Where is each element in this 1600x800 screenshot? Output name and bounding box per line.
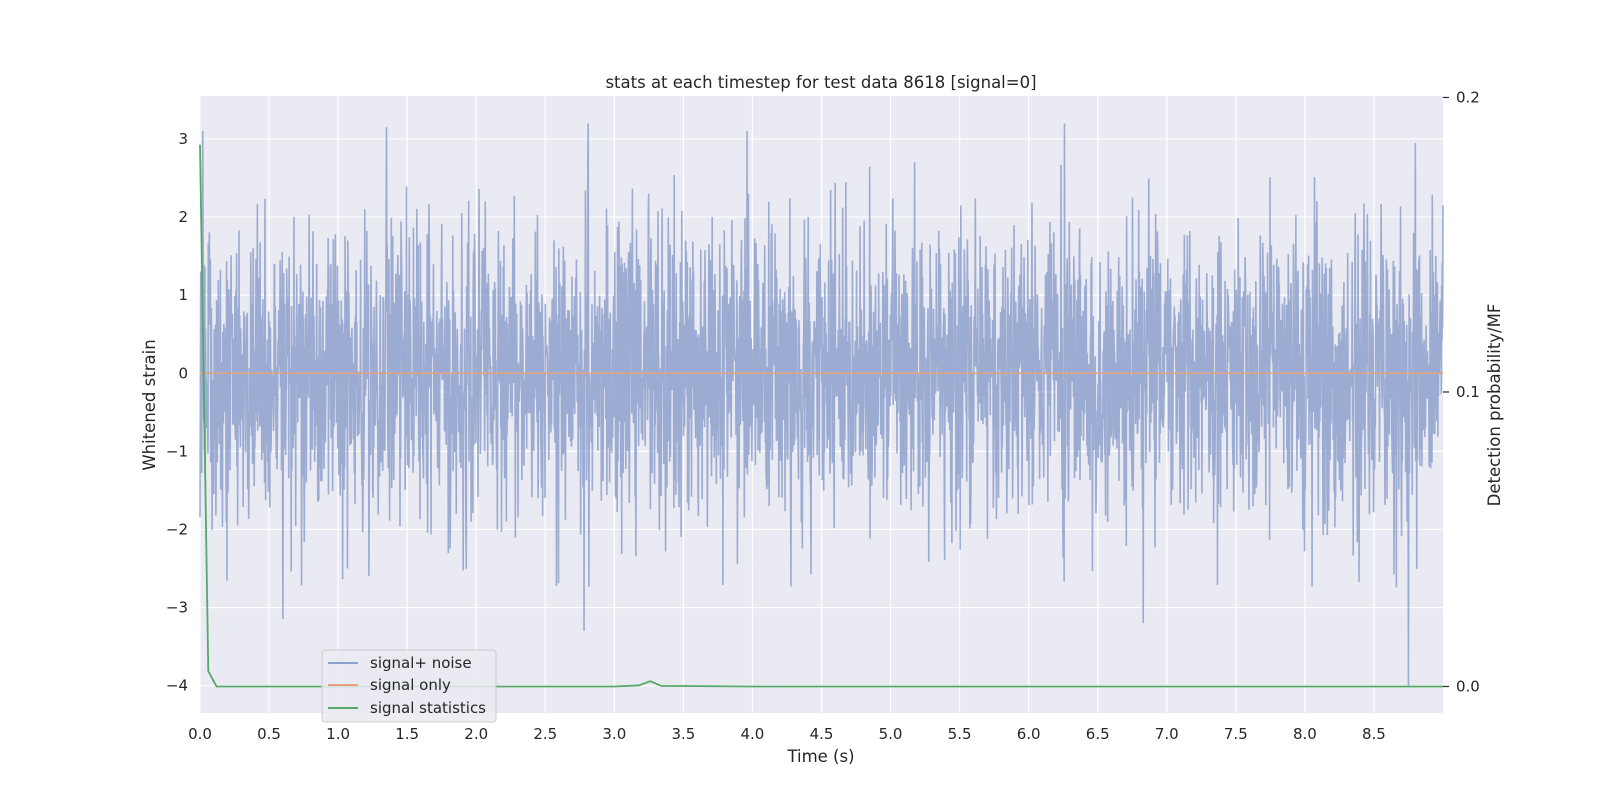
plot-series (199, 123, 1444, 688)
y-tick-label: 1 (178, 286, 188, 304)
series-signal-noise-line (199, 123, 1444, 686)
x-tick-label: 6.5 (1086, 725, 1110, 743)
x-tick-label: 8.0 (1293, 725, 1317, 743)
y-tick-label: −3 (166, 599, 188, 617)
y-tick-label: −4 (166, 677, 188, 695)
legend-label-signal-statistics: signal statistics (370, 699, 486, 717)
x-tick-label: 2.5 (533, 725, 557, 743)
x-tick-label: 3.0 (602, 725, 626, 743)
y-tick-label: 0 (178, 364, 188, 382)
x-tick-label: 5.0 (879, 725, 903, 743)
x-tick-label: 2.0 (464, 725, 488, 743)
y2-axis-label: Detection probability/MF (1485, 304, 1504, 507)
y2-tick-label: 0.2 (1456, 88, 1480, 106)
legend-label-signal-noise: signal+ noise (370, 654, 472, 672)
x-tick-label: 4.0 (741, 725, 765, 743)
x-tick-label: 1.5 (395, 725, 419, 743)
y2-tick-label: 0.1 (1456, 383, 1480, 401)
y-axis-label: Whitened strain (140, 339, 159, 470)
legend-label-signal-only: signal only (370, 676, 451, 694)
x-tick-label: 0.0 (188, 725, 212, 743)
legend: signal+ noise signal only signal statist… (321, 649, 497, 723)
y-axis-ticks: −4 −3 −2 −1 0 1 2 3 (166, 130, 188, 695)
x-tick-label: 3.5 (671, 725, 695, 743)
x-axis-ticks: 0.0 0.5 1.0 1.5 2.0 2.5 3.0 3.5 4.0 4.5 5.0 5.5 6.0 6… (188, 725, 1386, 743)
y2-axis-ticks: 0.0 0.1 0.2 (1443, 88, 1480, 695)
x-tick-label: 0.5 (257, 725, 281, 743)
y-tick-label: 2 (178, 208, 188, 226)
chart-title: stats at each timestep for test data 861… (605, 73, 1036, 92)
x-tick-label: 7.0 (1155, 725, 1179, 743)
y2-tick-label: 0.0 (1456, 677, 1480, 695)
x-tick-label: 7.5 (1224, 725, 1248, 743)
x-tick-label: 1.0 (326, 725, 350, 743)
y-tick-label: −1 (166, 442, 188, 460)
x-tick-label: 6.0 (1017, 725, 1041, 743)
x-tick-label: 8.5 (1362, 725, 1386, 743)
x-tick-label: 4.5 (810, 725, 834, 743)
series-signal-statistics-line (199, 144, 1443, 688)
y-tick-label: −2 (166, 520, 188, 538)
y-tick-label: 3 (178, 130, 188, 148)
x-axis-label: Time (s) (786, 747, 854, 766)
legend-box (321, 649, 497, 723)
x-tick-label: 5.5 (948, 725, 972, 743)
